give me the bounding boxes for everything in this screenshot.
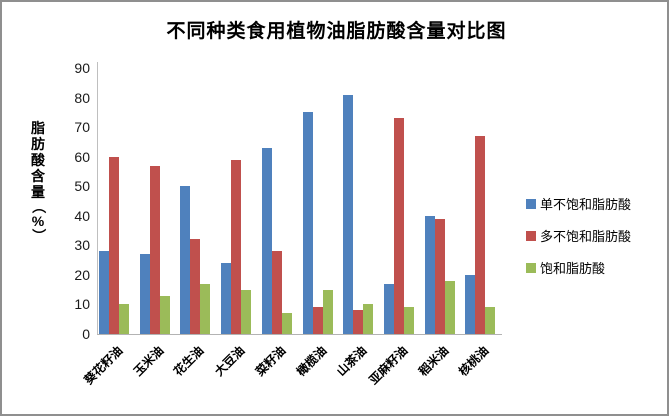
y-tick-label: 60 [74,148,90,165]
legend-item: 多不饱和脂肪酸 [526,226,631,245]
y-tick-label: 10 [74,296,90,313]
y-tick-label: 70 [74,119,90,136]
legend-swatch-icon [526,230,536,241]
x-axis-line [97,334,502,335]
bar-单不饱和脂肪酸-葵花籽油 [99,251,109,334]
bar-单不饱和脂肪酸-菜籽油 [261,147,272,334]
bar-多不饱和脂肪酸-葵花籽油 [109,156,119,334]
bar-多不饱和脂肪酸-橄榄油 [312,307,323,334]
bar-单不饱和脂肪酸-山茶油 [343,94,354,334]
y-tick-label: 40 [74,207,90,224]
bar-多不饱和脂肪酸-核桃油 [475,135,486,334]
bar-饱和脂肪酸-核桃油 [485,307,496,334]
legend-swatch-icon [526,198,536,209]
bar-饱和脂肪酸-玉米油 [159,295,170,334]
y-axis-title: 脂肪酸含量（%） [29,120,47,243]
y-tick-label: 30 [74,237,90,254]
bar-多不饱和脂肪酸-大豆油 [231,159,242,334]
bar-多不饱和脂肪酸-菜籽油 [271,251,282,334]
y-axis-title-char: 酸 [31,152,45,168]
y-axis-title-char: % [31,213,45,229]
chart-title: 不同种类食用植物油脂肪酸含量对比图 [166,21,507,42]
bar-单不饱和脂肪酸-玉米油 [139,254,150,334]
legend-item: 单不饱和脂肪酸 [526,194,631,213]
bar-单不饱和脂肪酸-核桃油 [465,274,476,334]
bar-饱和脂肪酸-花生油 [200,283,211,334]
legend-label: 多不饱和脂肪酸 [540,229,632,244]
y-axis-line [97,62,98,334]
bar-多不饱和脂肪酸-山茶油 [353,310,364,334]
bar-饱和脂肪酸-稻米油 [444,280,455,334]
bar-单不饱和脂肪酸-橄榄油 [302,112,313,334]
y-tick-label: 0 [82,326,90,342]
y-axis-title-char: 含 [31,168,45,184]
y-tick-label: 50 [74,178,90,195]
plot-area [97,68,501,334]
y-axis-title-char: 脂 [31,120,45,136]
bar-多不饱和脂肪酸-玉米油 [149,165,160,334]
y-tick-label: 20 [74,266,90,283]
bar-多不饱和脂肪酸-稻米油 [434,218,445,334]
bar-饱和脂肪酸-大豆油 [241,289,252,334]
legend-item: 饱和脂肪酸 [526,258,631,277]
y-tick-label: 80 [74,89,90,106]
legend-swatch-icon [526,262,536,273]
bar-饱和脂肪酸-亚麻籽油 [403,307,414,334]
y-axis-tick-labels: 0 10 20 30 40 50 60 70 80 90 [42,60,90,342]
bar-单不饱和脂肪酸-稻米油 [424,215,435,334]
bar-饱和脂肪酸-橄榄油 [322,289,333,334]
bar-多不饱和脂肪酸-花生油 [190,239,201,334]
legend-label: 饱和脂肪酸 [540,261,606,276]
bar-单不饱和脂肪酸-亚麻籽油 [383,283,394,334]
legend: 单不饱和脂肪酸 多不饱和脂肪酸 饱和脂肪酸 [526,194,631,277]
y-axis-title-char: 量 [31,184,45,200]
bar-饱和脂肪酸-葵花籽油 [119,304,129,334]
bar-饱和脂肪酸-菜籽油 [281,313,292,334]
bar-饱和脂肪酸-山茶油 [363,304,374,334]
bar-单不饱和脂肪酸-大豆油 [221,263,232,334]
legend-label: 单不饱和脂肪酸 [540,197,632,212]
y-axis-title-char: 肪 [31,136,45,152]
bar-单不饱和脂肪酸-花生油 [180,186,191,334]
y-tick-label: 90 [74,60,90,76]
bar-多不饱和脂肪酸-亚麻籽油 [393,118,404,334]
